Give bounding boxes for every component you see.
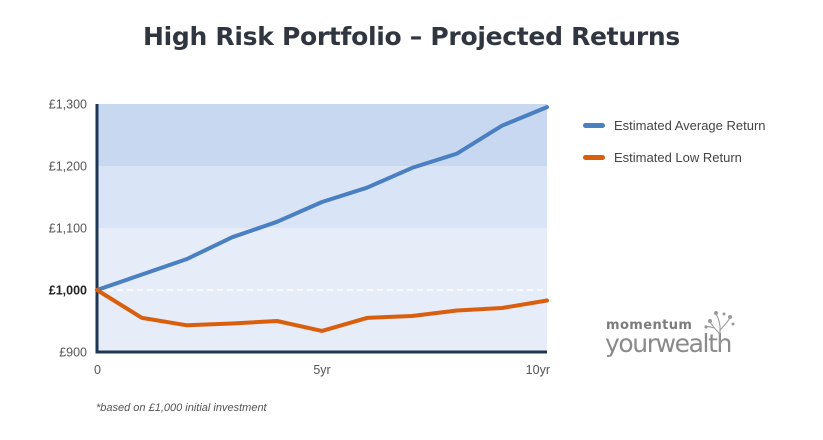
y-tick-label: £1,300: [49, 98, 87, 112]
axes: [95, 104, 547, 354]
momentum-yourwealth-logo: momentum yourwealth: [605, 311, 746, 362]
x-tick-label: 5yr: [313, 363, 330, 377]
footnote: *based on £1,000 initial investment: [96, 402, 267, 414]
series-line-0: [95, 105, 549, 292]
series-lines: [95, 105, 549, 333]
legend-swatch-low: [583, 154, 605, 160]
x-tick-label: 10yr: [526, 363, 550, 377]
chart-title: High Risk Portfolio – Projected Returns: [143, 22, 680, 51]
background-band-2: [97, 104, 547, 166]
y-tick-label: £1,100: [49, 222, 87, 236]
y-tick-label: £1,000: [49, 284, 87, 298]
tree-icon: [704, 311, 735, 346]
logo-text-momentum: momentum: [606, 318, 693, 333]
legend-item-average: Estimated Average Return: [583, 115, 766, 135]
x-tick-label: 0: [94, 363, 101, 377]
y-axis-ticks: £1,300 £1,200 £1,100 £1,000 £900: [49, 98, 87, 360]
legend-label-low: Estimated Low Return: [614, 149, 742, 165]
y-tick-label: £1,200: [49, 160, 87, 174]
series-line-1: [95, 288, 549, 333]
legend-swatch-average: [583, 122, 605, 128]
logo-text-yourwealth: yourwealth: [605, 329, 732, 358]
legend-item-low: Estimated Low Return: [583, 147, 766, 167]
y-tick-label: £900: [59, 346, 87, 360]
x-axis-ticks: 0 5yr 10yr: [94, 363, 550, 377]
background-band-1: [97, 166, 547, 228]
legend: Estimated Average Return Estimated Low R…: [583, 115, 766, 179]
legend-label-average: Estimated Average Return: [614, 117, 766, 133]
